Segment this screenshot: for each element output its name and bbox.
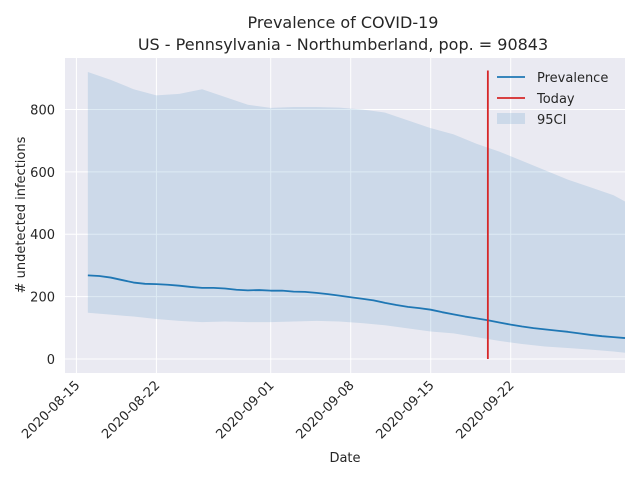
x-tick-label: 2020-09-15: [374, 378, 438, 442]
y-tick-label: 600: [30, 166, 55, 181]
y-tick-label: 400: [30, 228, 55, 243]
series-line-prevalence: [87, 274, 626, 339]
x-tick-label: 2020-08-22: [99, 378, 163, 442]
legend-swatch-95ci: [497, 113, 525, 124]
y-tick-label: 800: [30, 103, 55, 118]
x-tick-label: 2020-09-01: [214, 378, 278, 442]
series-lines: [87, 70, 626, 359]
y-axis-label: # undetected infections: [14, 136, 29, 293]
y-tick-label: 200: [30, 291, 55, 306]
chart-subtitle: US - Pennsylvania - Northumberland, pop.…: [138, 35, 548, 54]
plot-area: [65, 58, 625, 373]
legend-label-today: Today: [536, 92, 575, 107]
legend-label-95ci: 95CI: [537, 113, 566, 128]
chart-title: Prevalence of COVID-19: [248, 13, 439, 32]
x-tick-labels: 2020-08-15 2020-08-22 2020-09-01 2020-09-08…: [19, 378, 517, 442]
y-tick-labels: 0 200 400 600 800: [30, 103, 55, 368]
ci-band-area: [87, 72, 626, 353]
legend: Prevalence Today 95CI: [497, 71, 608, 128]
ci-band: [87, 72, 626, 353]
y-tick-label: 0: [47, 353, 55, 368]
x-tick-label: 2020-09-08: [294, 378, 358, 442]
x-axis-label: Date: [329, 451, 360, 466]
x-tick-label: 2020-08-15: [19, 378, 83, 442]
legend-label-prevalence: Prevalence: [537, 71, 608, 86]
x-tick-label: 2020-09-22: [454, 378, 518, 442]
